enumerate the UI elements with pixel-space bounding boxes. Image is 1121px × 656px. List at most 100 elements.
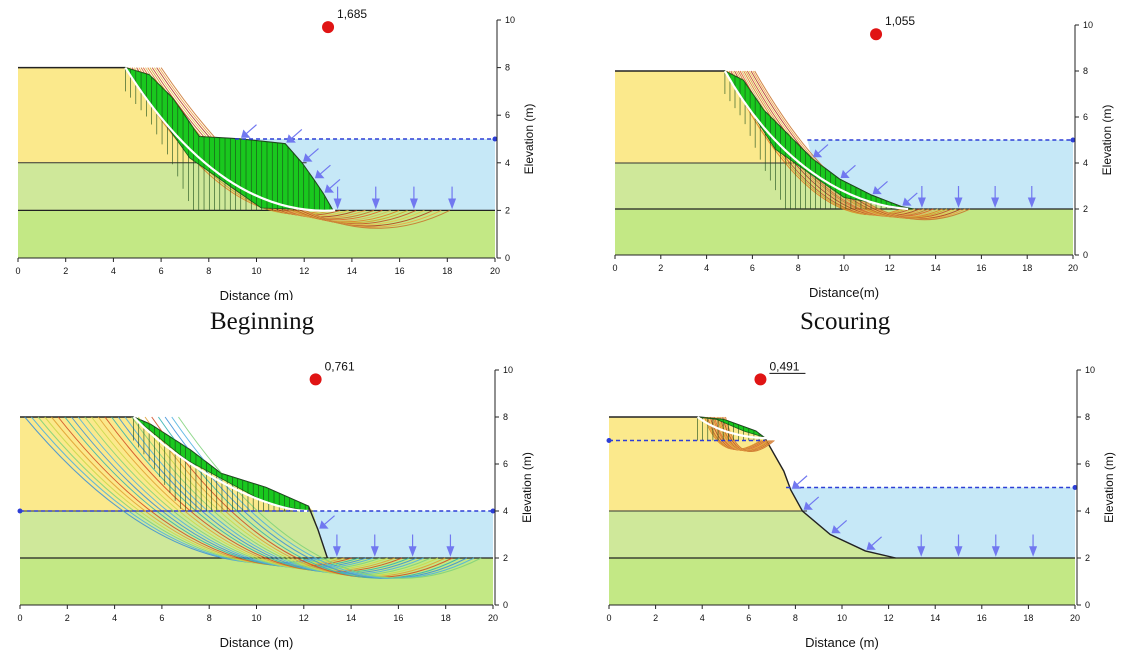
critical-slip-surface xyxy=(723,70,909,211)
water-table-marker xyxy=(492,136,498,142)
x-tick-label: 0 xyxy=(17,613,22,623)
y-tick-label: 10 xyxy=(503,365,513,375)
water-pressure-arrow-head xyxy=(917,197,926,208)
middle-soil-layer xyxy=(615,163,913,209)
x-tick-label: 6 xyxy=(159,613,164,623)
x-tick-label: 20 xyxy=(488,613,498,623)
x-tick-label: 8 xyxy=(207,613,212,623)
water-pressure-arrow-head xyxy=(866,541,876,550)
x-tick-label: 14 xyxy=(930,613,940,623)
slip-surface xyxy=(131,416,431,576)
y-tick-label: 8 xyxy=(505,63,510,73)
water-pressure-arrow-head xyxy=(446,546,455,557)
critical-slip-surface xyxy=(132,416,309,513)
y-axis-label: Elevation (m) xyxy=(1102,452,1116,523)
y-tick-label: 6 xyxy=(503,459,508,469)
water-pressure-arrow-head xyxy=(902,197,912,206)
x-tick-label: 20 xyxy=(1070,613,1080,623)
water-pressure-arrows xyxy=(241,124,457,210)
y-tick-label: 4 xyxy=(505,158,510,168)
panel-caption-beginning: Beginning xyxy=(210,308,315,335)
x-axis-label: Distance (m) xyxy=(805,635,879,650)
safety-factor-marker xyxy=(309,373,322,386)
water-pressure-arrow-head xyxy=(241,129,251,138)
x-tick-label: 0 xyxy=(15,266,20,276)
sliding-mass xyxy=(723,69,913,210)
y-tick-label: 4 xyxy=(1085,506,1090,516)
y-tick-label: 6 xyxy=(1083,112,1088,122)
y-tick-label: 10 xyxy=(1083,20,1093,30)
x-tick-label: 20 xyxy=(490,266,500,276)
x-tick-label: 10 xyxy=(251,266,261,276)
safety-factor-marker xyxy=(754,373,767,386)
water-table-marker xyxy=(1072,485,1078,490)
y-tick-label: 4 xyxy=(503,506,508,516)
x-tick-label: 14 xyxy=(346,613,356,623)
middle-soil-layer xyxy=(609,511,896,558)
water-pressure-arrow-head xyxy=(831,525,841,534)
water-pressure-arrow-head xyxy=(370,546,379,557)
x-tick-label: 10 xyxy=(251,613,261,623)
y-tick-label: 8 xyxy=(503,412,508,422)
x-tick-label: 12 xyxy=(299,613,309,623)
x-tick-label: 2 xyxy=(658,263,663,273)
slope-diagram-beginning: 0 2 4 6 8 10 12 14 16 18 20 0 2 4 6 8 10 Distance (m) Elev… xyxy=(15,7,536,303)
slip-surface xyxy=(77,416,374,570)
water-pressure-arrow-head xyxy=(319,520,329,529)
slice-lines xyxy=(133,417,306,511)
lower-soil-layer xyxy=(20,558,493,605)
water-pressure-arrow-head xyxy=(332,546,341,557)
water-body xyxy=(235,139,495,211)
water-pressure-arrow-head xyxy=(408,546,417,557)
x-tick-label: 16 xyxy=(976,263,986,273)
water-pressure-arrow-head xyxy=(917,546,926,557)
panel-water-drop: 0 2 4 6 8 10 12 14 16 18 20 0 2 4 6 8 10 Distance (m) Elev… xyxy=(0,352,560,651)
x-tick-label: 18 xyxy=(441,613,451,623)
x-tick-label: 2 xyxy=(65,613,70,623)
water-pressure-arrow-head xyxy=(286,134,296,143)
y-tick-label: 2 xyxy=(1083,204,1088,214)
safety-factor-marker xyxy=(322,21,335,34)
x-tick-label: 10 xyxy=(839,263,849,273)
y-axis-label: Elevation (m) xyxy=(522,104,536,175)
x-axis-label: Distance(m) xyxy=(809,285,879,300)
safety-factor-value: 0,491 xyxy=(769,359,799,373)
water-pressure-arrow-head xyxy=(791,480,802,489)
panel-collapse: 0 2 4 6 8 10 12 14 16 18 20 0 2 4 6 8 10 Distance (m) Elev… xyxy=(597,352,1121,651)
y-tick-label: 8 xyxy=(1083,66,1088,76)
y-tick-label: 2 xyxy=(505,205,510,215)
y-tick-label: 4 xyxy=(1083,158,1088,168)
water-pressure-arrows xyxy=(813,144,1036,208)
x-tick-label: 2 xyxy=(653,613,658,623)
x-tick-label: 6 xyxy=(159,266,164,276)
slip-surface xyxy=(137,416,439,577)
panel-scouring: 0 2 4 6 8 10 12 14 16 18 20 0 2 4 6 8 10 Distance(m) Eleva… xyxy=(597,0,1121,300)
sliding-mass xyxy=(133,416,309,512)
safety-factor-marker xyxy=(870,28,883,41)
y-tick-label: 0 xyxy=(503,600,508,610)
x-tick-label: 8 xyxy=(793,613,798,623)
x-tick-label: 12 xyxy=(299,266,309,276)
x-tick-label: 20 xyxy=(1068,263,1078,273)
x-tick-label: 6 xyxy=(750,263,755,273)
water-pressure-arrow-head xyxy=(813,149,823,158)
safety-factor-value: 1,685 xyxy=(337,7,367,21)
y-axis-label: Elevation (m) xyxy=(520,452,534,523)
water-pressure-arrow-head xyxy=(314,169,325,179)
y-tick-label: 6 xyxy=(505,110,510,120)
water-pressure-arrow-head xyxy=(371,198,380,210)
water-pressure-arrow-head xyxy=(409,198,418,210)
x-tick-label: 16 xyxy=(393,613,403,623)
water-pressure-arrows xyxy=(791,475,1038,557)
panel-caption-scouring: Scouring xyxy=(800,308,891,335)
y-tick-label: 10 xyxy=(505,15,515,25)
safety-factor-value: 1,055 xyxy=(885,14,915,28)
axes xyxy=(19,369,499,609)
slip-surface xyxy=(117,416,417,574)
slip-surface xyxy=(84,416,381,570)
water-body xyxy=(786,487,1075,558)
x-tick-label: 0 xyxy=(612,263,617,273)
water-table-marker xyxy=(1070,137,1076,143)
water-pressure-arrow-head xyxy=(333,198,342,210)
slip-surface xyxy=(104,416,403,573)
